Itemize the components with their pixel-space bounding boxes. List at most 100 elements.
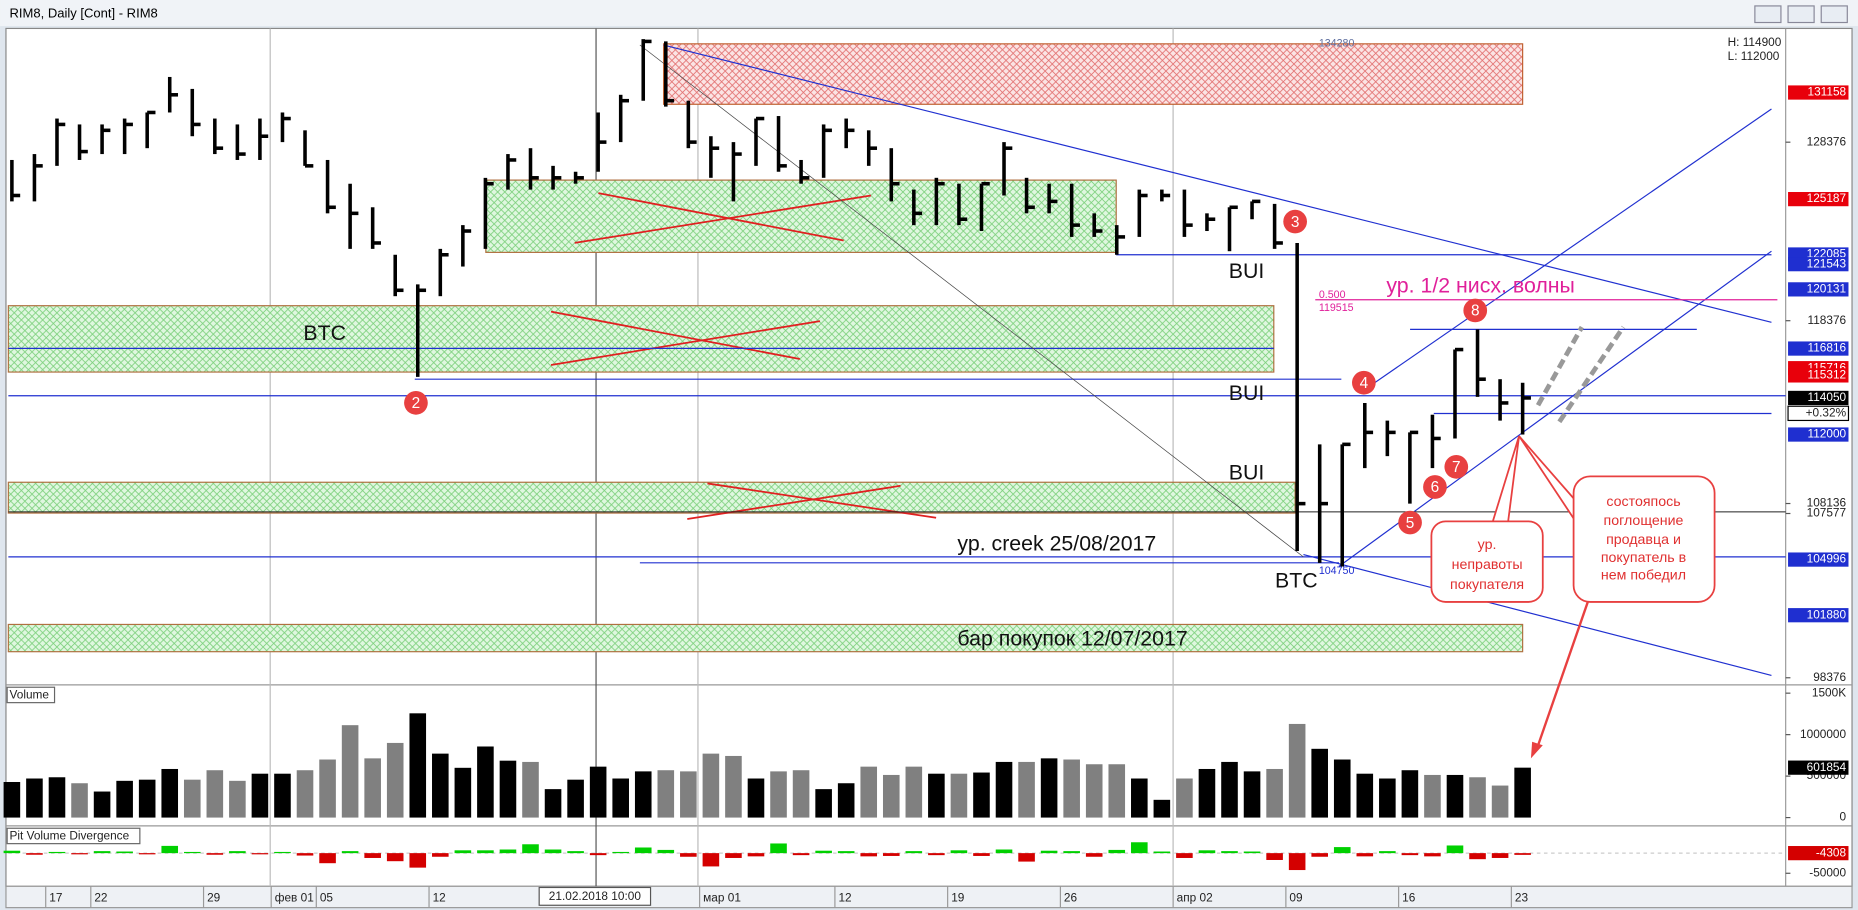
volume-bar bbox=[319, 759, 336, 818]
wave-label: 5 bbox=[1406, 515, 1415, 532]
divergence-bar bbox=[522, 844, 539, 854]
volume-bar bbox=[973, 772, 990, 818]
volume-bar bbox=[1018, 761, 1035, 818]
last-value-box bbox=[1788, 760, 1849, 775]
volume-bar bbox=[928, 773, 945, 818]
volume-bar bbox=[522, 761, 539, 818]
volume-bar bbox=[1356, 773, 1374, 818]
divergence-bar bbox=[138, 853, 156, 855]
callout-text: нем победил bbox=[1601, 568, 1686, 584]
wave-label: 4 bbox=[1360, 375, 1369, 392]
demand-zone bbox=[7, 481, 1296, 514]
close-button[interactable] bbox=[1820, 5, 1848, 24]
high-info: H: 114900 bbox=[1728, 35, 1782, 49]
divergence-bar bbox=[341, 851, 359, 854]
volume-bar bbox=[567, 779, 584, 818]
divergence-bar bbox=[1333, 847, 1351, 854]
volume-bar bbox=[725, 755, 742, 818]
price-level-label: 116816 bbox=[1808, 341, 1847, 355]
volume-bar bbox=[206, 770, 224, 818]
volume-bar bbox=[1243, 771, 1261, 818]
price-level-label: 115312 bbox=[1808, 368, 1847, 382]
supply-zone bbox=[662, 43, 1524, 105]
callout-text: состояпось bbox=[1606, 494, 1680, 510]
y-tick-label: 98376 bbox=[1813, 670, 1846, 684]
price-level-label: 104996 bbox=[1807, 552, 1847, 566]
price-level-label: 120131 bbox=[1807, 282, 1846, 296]
divergence-bar bbox=[1153, 851, 1171, 854]
annotation: BTC bbox=[1275, 568, 1318, 592]
annotation: BUI bbox=[1229, 461, 1265, 485]
divergence-bar bbox=[499, 849, 517, 854]
volume-bar bbox=[770, 771, 787, 818]
channel-line bbox=[1303, 553, 1772, 676]
annotation: ур. creek 25/08/2017 bbox=[957, 532, 1156, 556]
volume-bar bbox=[837, 783, 855, 818]
price-level-label: 121543 bbox=[1807, 256, 1847, 270]
divergence-bar bbox=[973, 853, 990, 856]
volume-bar bbox=[1085, 764, 1103, 818]
price-level-label: 101880 bbox=[1807, 607, 1847, 621]
volume-bar bbox=[905, 766, 923, 818]
volume-bar bbox=[1333, 759, 1351, 818]
divergence-bar bbox=[1491, 853, 1509, 858]
wave-circle bbox=[404, 391, 428, 415]
price-level-label: 131158 bbox=[1808, 85, 1847, 99]
price-note: 134280 bbox=[1319, 38, 1355, 50]
volume-bar bbox=[274, 773, 291, 818]
diagonal-line bbox=[639, 44, 1304, 558]
wave-circle bbox=[1398, 510, 1422, 535]
cross-line bbox=[550, 310, 801, 360]
volume-bar bbox=[1221, 761, 1238, 818]
price-level-box bbox=[1788, 427, 1849, 442]
divergence-bar bbox=[1198, 850, 1216, 854]
volume-bar bbox=[1108, 764, 1126, 818]
volume-bar bbox=[432, 753, 449, 818]
minimize-button[interactable] bbox=[1754, 5, 1782, 24]
wave-label: 3 bbox=[1291, 214, 1300, 231]
wave-labels: 2 3 4 5 6 7 8 bbox=[404, 209, 1488, 535]
annotation: BUI bbox=[1229, 259, 1265, 283]
y-tick-label: 128376 bbox=[1807, 134, 1847, 148]
price-level-box bbox=[1788, 192, 1849, 207]
change-label: +0.32% bbox=[1806, 405, 1847, 419]
wave-circle bbox=[1283, 209, 1307, 234]
divergence-bar bbox=[680, 853, 697, 857]
trend-line bbox=[663, 44, 1772, 323]
wave-circle bbox=[1352, 370, 1376, 395]
divergence-bar bbox=[1040, 850, 1058, 854]
y-tick-label: 1500K bbox=[1812, 685, 1846, 699]
change-box bbox=[1787, 405, 1850, 422]
price-level-box bbox=[1788, 85, 1849, 100]
y-tick-label: 108136 bbox=[1807, 496, 1847, 510]
panel-label-box bbox=[6, 686, 56, 704]
divergence-bar bbox=[1311, 853, 1328, 857]
volume-bar bbox=[657, 770, 675, 818]
panel-title: Volume bbox=[10, 688, 50, 702]
divergence-bar bbox=[26, 853, 43, 855]
x-tick-label: 09 bbox=[1289, 890, 1303, 904]
maximize-button[interactable] bbox=[1787, 5, 1815, 24]
divergence-bar bbox=[747, 853, 765, 857]
volume-bar bbox=[454, 767, 472, 818]
volume-bar bbox=[747, 778, 765, 818]
divergence-bar bbox=[71, 853, 88, 855]
divergence-bar bbox=[1266, 853, 1283, 860]
x-tick-label: 17 bbox=[49, 890, 62, 904]
divergence-bar bbox=[702, 853, 720, 867]
callout-text: покупатель в bbox=[1601, 550, 1686, 566]
volume-bar bbox=[589, 766, 607, 818]
demand-zone bbox=[7, 305, 1275, 373]
annotation: BTC bbox=[303, 321, 346, 345]
divergence-bar bbox=[116, 851, 133, 854]
price-bars bbox=[10, 39, 1531, 567]
divergence-bar bbox=[995, 849, 1013, 854]
y-tick-label: 118376 bbox=[1808, 313, 1847, 327]
divergence-bar bbox=[1356, 853, 1374, 857]
price-level-box bbox=[1788, 257, 1849, 272]
volume-bar bbox=[950, 773, 968, 818]
volume-bar bbox=[1469, 777, 1486, 818]
divergence-bar bbox=[1131, 842, 1148, 854]
wave-label: 7 bbox=[1452, 459, 1461, 476]
zones bbox=[7, 43, 1524, 653]
